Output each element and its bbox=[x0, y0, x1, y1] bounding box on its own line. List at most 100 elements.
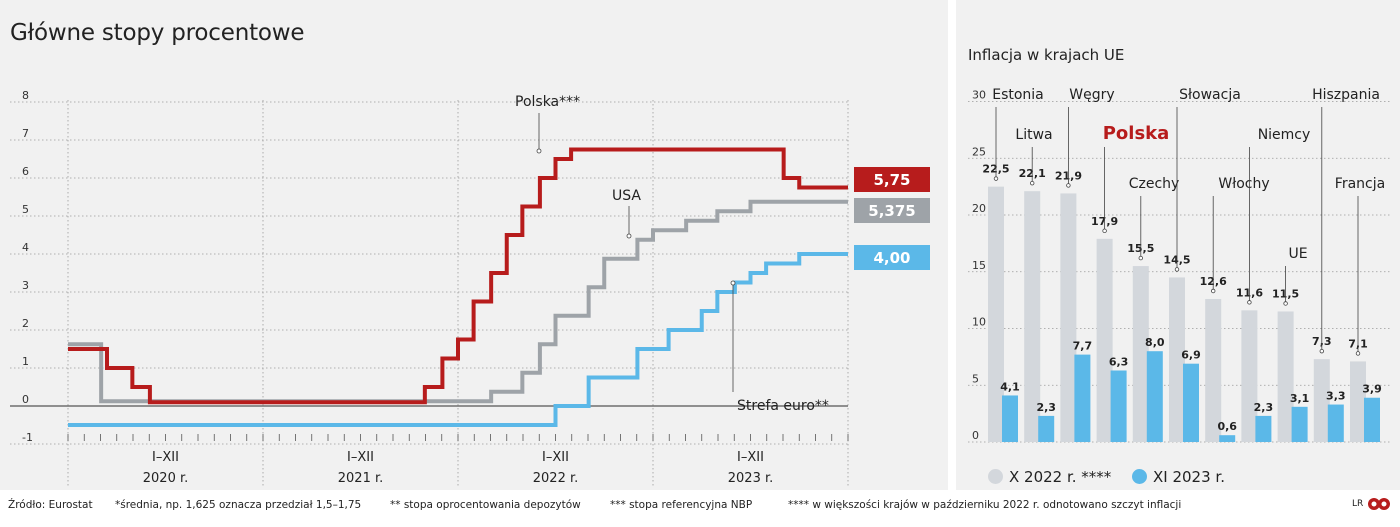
inflation-bar-chart: 05101520253022,54,1Estonia22,12,3Litwa21… bbox=[968, 87, 1392, 443]
x-period-label: I–XII bbox=[737, 450, 764, 465]
callout-dot bbox=[626, 233, 632, 239]
leader-dot bbox=[1138, 255, 1143, 261]
x-year-label: 2020 r. bbox=[143, 471, 189, 486]
publisher-logo-icon bbox=[1368, 498, 1390, 510]
y-tick-label: 3 bbox=[22, 279, 29, 292]
bar-xi-2023 bbox=[1219, 435, 1236, 442]
end-value-label: 4,00 bbox=[873, 249, 910, 267]
leader-dot bbox=[1355, 351, 1361, 356]
bar-value-label: 4,1 bbox=[1000, 380, 1020, 393]
y-tick-label: 5 bbox=[972, 372, 979, 385]
leader-dot bbox=[1247, 300, 1252, 305]
interest-rates-chart: -1 0 1 2 3 4 5 6 7 8 I–XII 2020 r. I–XII 2021 r. I–XII… bbox=[10, 89, 930, 488]
legend-label-x-2022: X 2022 r. **** bbox=[1009, 468, 1112, 486]
legend-x-2022: X 2022 r. **** bbox=[988, 468, 1111, 486]
y-tick-label: 2 bbox=[22, 317, 29, 330]
publisher-logo bbox=[1368, 497, 1390, 514]
bar-xi-2023 bbox=[1146, 351, 1163, 442]
leader-dot bbox=[1102, 228, 1107, 234]
y-tick-label: 25 bbox=[972, 145, 986, 158]
y-tick-label: 5 bbox=[22, 203, 29, 216]
y-tick-label: 10 bbox=[972, 316, 986, 329]
bar-x-2022 bbox=[1313, 359, 1330, 442]
footer-source: Źródło: Eurostat bbox=[8, 499, 93, 511]
bar-xi-2023 bbox=[1038, 415, 1055, 442]
y-tick-label: 6 bbox=[22, 165, 29, 178]
bar-x-2022 bbox=[1132, 266, 1149, 442]
y-tick-label: -1 bbox=[22, 431, 33, 444]
callout-dot bbox=[536, 148, 542, 154]
x-period-label: I–XII bbox=[347, 450, 374, 465]
callout-dot bbox=[730, 280, 736, 286]
category-label: Włochy bbox=[1218, 176, 1269, 192]
bar-value-label: 3,3 bbox=[1326, 390, 1346, 403]
y-tick-label: 0 bbox=[972, 429, 979, 442]
bar-x-2022 bbox=[1169, 277, 1185, 442]
bar-value-label: 6,3 bbox=[1109, 355, 1129, 368]
series-line-usa bbox=[68, 199, 848, 404]
chart-title: Główne stopy procentowe bbox=[10, 20, 305, 46]
inflation-chart-title: Inflacja w krajach UE bbox=[968, 46, 1125, 64]
category-label: Czechy bbox=[1129, 176, 1180, 192]
bar-x-2022 bbox=[1205, 298, 1222, 442]
y-tick-label: 1 bbox=[22, 355, 29, 368]
leader-dot bbox=[993, 176, 999, 181]
category-label: Niemcy bbox=[1258, 127, 1311, 143]
leader-dot bbox=[1319, 348, 1324, 354]
bar-x-2022 bbox=[1060, 193, 1077, 442]
x-period-label: I–XII bbox=[542, 450, 569, 465]
footer-note-deposit: ** stopa oprocentowania depozytów bbox=[390, 499, 581, 511]
category-label: Estonia bbox=[992, 87, 1044, 103]
category-label: Litwa bbox=[1015, 127, 1052, 143]
bar-value-label: 3,1 bbox=[1290, 392, 1310, 405]
category-label: Francja bbox=[1335, 176, 1385, 192]
bar-xi-2023 bbox=[1002, 395, 1018, 442]
x-year-label: 2022 r. bbox=[533, 471, 579, 486]
y-tick-label: 15 bbox=[972, 259, 986, 272]
y-tick-label: 4 bbox=[22, 241, 29, 254]
series-label-polska: Polska*** bbox=[515, 94, 580, 110]
bar-xi-2023 bbox=[1327, 404, 1344, 442]
bar-xi-2023 bbox=[1255, 415, 1272, 442]
series-line-polska bbox=[68, 147, 848, 405]
y-tick-label: 20 bbox=[972, 202, 986, 215]
legend-xi-2023: XI 2023 r. bbox=[1132, 468, 1225, 486]
bar-x-2022 bbox=[1096, 238, 1113, 442]
bar-value-label: 8,0 bbox=[1145, 336, 1165, 349]
footer-note-average: *średnia, np. 1,625 oznacza przedział 1,… bbox=[115, 499, 362, 511]
leader-dot bbox=[1283, 301, 1288, 306]
category-label: Słowacja bbox=[1179, 87, 1241, 103]
category-label: UE bbox=[1288, 246, 1307, 262]
end-value-box bbox=[854, 167, 930, 192]
bar-xi-2023 bbox=[1110, 370, 1127, 442]
y-tick-label: 0 bbox=[22, 393, 29, 406]
bar-x-2022 bbox=[1350, 361, 1366, 442]
x-period-label: I–XII bbox=[152, 450, 179, 465]
series-label-usa: USA bbox=[612, 188, 641, 204]
category-label: Węgry bbox=[1069, 87, 1114, 103]
x-year-label: 2023 r. bbox=[728, 471, 774, 486]
footer: Źródło: Eurostat *średnia, np. 1,625 ozn… bbox=[0, 495, 1400, 519]
y-tick-label: 30 bbox=[972, 89, 986, 102]
leader-dot bbox=[1029, 180, 1035, 186]
bar-value-label: 0,6 bbox=[1217, 420, 1237, 433]
end-value-label: 5,375 bbox=[868, 202, 915, 220]
interest-rates-panel bbox=[0, 0, 948, 490]
bar-xi-2023 bbox=[1364, 397, 1380, 442]
bar-x-2022 bbox=[988, 186, 1004, 442]
end-value-box bbox=[854, 198, 930, 223]
bar-value-label: 6,9 bbox=[1181, 349, 1201, 362]
footer-credit: LR bbox=[1352, 499, 1364, 509]
footer-note-nbp: *** stopa referencyjna NBP bbox=[610, 499, 753, 511]
leader-dot bbox=[1066, 183, 1071, 188]
y-tick-label: 8 bbox=[22, 89, 29, 102]
end-value-box bbox=[854, 245, 930, 270]
footer-note-peak: **** w większości krajów w październiku … bbox=[788, 499, 1182, 511]
bar-x-2022 bbox=[1241, 310, 1258, 442]
bar-value-label: 7,7 bbox=[1073, 340, 1093, 353]
end-value-label: 5,75 bbox=[873, 171, 910, 189]
series-label-euro: Strefa euro** bbox=[737, 398, 829, 414]
bar-xi-2023 bbox=[1183, 363, 1199, 442]
x-year-label: 2021 r. bbox=[338, 471, 384, 486]
